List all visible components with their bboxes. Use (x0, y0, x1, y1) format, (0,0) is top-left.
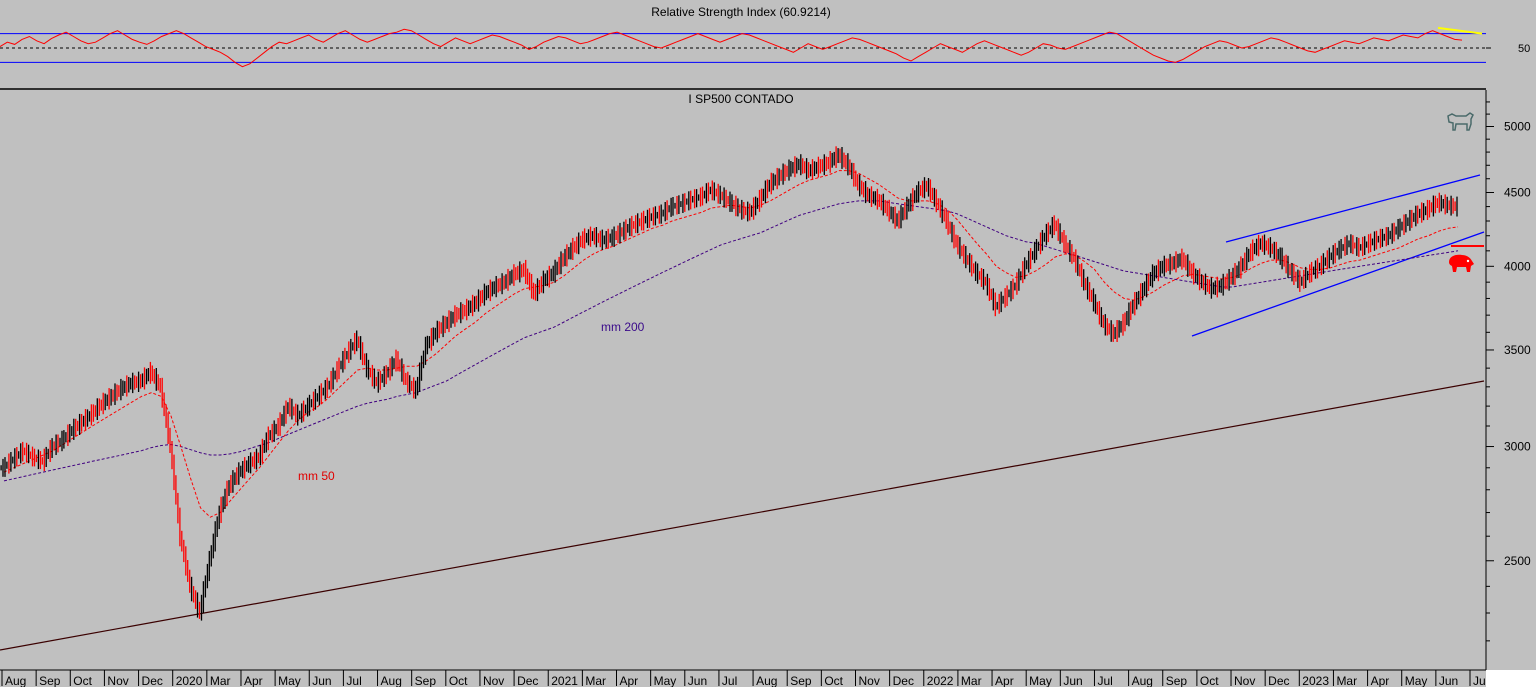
mm50-label: mm 50 (298, 469, 335, 483)
x-tick-label: Mar (1336, 674, 1357, 687)
corner-strip (1486, 670, 1536, 687)
x-tick-label: May (1405, 674, 1428, 687)
x-tick-label: Aug (756, 674, 777, 687)
price-title: I SP500 CONTADO (688, 92, 793, 106)
x-tick-label: Jul (1097, 674, 1112, 687)
x-tick-label: Dec (1268, 674, 1289, 687)
price-tick-label: 4000 (1504, 259, 1531, 273)
price-y-axis: 5000 4500 4000 3500 3000 2500 (1485, 90, 1531, 670)
x-tick-label: Sep (790, 674, 812, 687)
channel-upper-line (1225, 174, 1481, 243)
x-tick-label: Dec (142, 674, 163, 687)
x-tick-label: Aug (381, 674, 402, 687)
price-panel: I SP500 CONTADO 5000 4500 4000 3500 3000 2500… (0, 90, 1531, 687)
price-tick-label: 4500 (1504, 186, 1531, 200)
x-tick-label: Aug (5, 674, 26, 687)
long-term-trendline (0, 380, 1485, 651)
x-tick-label: Oct (73, 674, 92, 687)
x-tick-label: Apr (995, 674, 1014, 687)
bear-icon (1449, 254, 1474, 272)
x-tick-label: Sep (415, 674, 437, 687)
x-tick-label: May (278, 674, 301, 687)
rsi-title: Relative Strength Index (60.9214) (651, 5, 830, 19)
x-tick-label: Nov (858, 674, 879, 687)
mm50-line (3, 170, 1459, 518)
price-tick-label: 5000 (1504, 120, 1531, 134)
x-tick-label: May (1029, 674, 1052, 687)
x-tick-label: Mar (210, 674, 231, 687)
x-tick-label: Dec (893, 674, 914, 687)
channel-lower-line (1191, 231, 1485, 337)
x-tick-label: 2020 (176, 674, 203, 687)
x-tick-label: Jun (1063, 674, 1082, 687)
bull-icon (1447, 112, 1474, 131)
x-tick-label: Sep (39, 674, 61, 687)
x-tick-label: Nov (483, 674, 504, 687)
mm200-label: mm 200 (601, 320, 645, 334)
x-tick-label: 2023 (1302, 674, 1329, 687)
x-tick-label: Mar (961, 674, 982, 687)
x-tick-label: 2022 (927, 674, 954, 687)
x-tick-label: May (654, 674, 677, 687)
x-tick-label: Nov (107, 674, 128, 687)
price-tick-label: 3000 (1504, 440, 1531, 454)
x-tick-label: Aug (1132, 674, 1153, 687)
x-tick-label: Apr (1371, 674, 1390, 687)
x-tick-label: Mar (585, 674, 606, 687)
price-tick-label: 2500 (1504, 554, 1531, 568)
x-tick-label: Nov (1234, 674, 1255, 687)
x-tick-label: Dec (517, 674, 538, 687)
rsi-panel: Relative Strength Index (60.9214) 50 (0, 5, 1530, 68)
price-bars (0, 146, 1458, 621)
x-tick-label: Sep (1166, 674, 1188, 687)
x-tick-label: Jun (1439, 674, 1458, 687)
rsi-series-line (0, 28, 1463, 68)
rsi-tick-label: 50 (1518, 43, 1530, 55)
x-tick-label: Jul (1473, 674, 1488, 687)
x-tick-label: Jul (722, 674, 737, 687)
x-tick-label: Apr (620, 674, 639, 687)
x-tick-label: 2021 (551, 674, 578, 687)
x-tick-label: Jul (346, 674, 361, 687)
x-tick-label: Apr (244, 674, 263, 687)
x-tick-label: Oct (449, 674, 468, 687)
x-axis: Aug Sep Oct Nov Dec 2020 Mar Apr May Jun Jul Aug Sep… (0, 669, 1488, 687)
price-tick-label: 3500 (1504, 343, 1531, 357)
rsi-y-axis: 50 (1486, 43, 1530, 55)
x-tick-label: Jun (688, 674, 707, 687)
x-tick-label: Jun (312, 674, 331, 687)
x-tick-label: Oct (1200, 674, 1219, 687)
rsi-trend-line (1437, 26, 1483, 35)
x-tick-label: Oct (824, 674, 843, 687)
